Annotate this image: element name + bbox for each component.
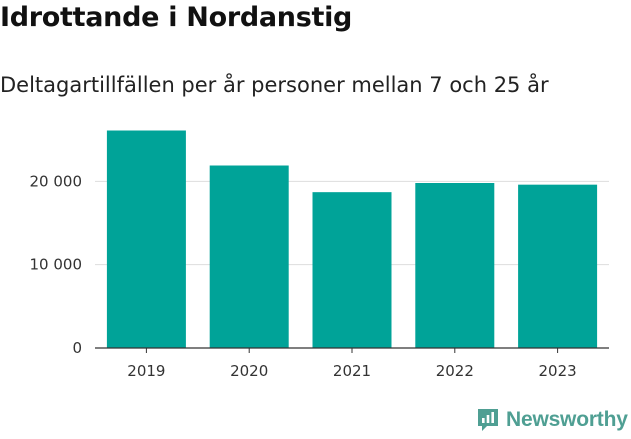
- chart-subtitle: Deltagartillfällen per år personer mella…: [0, 73, 549, 97]
- x-tick-label: 2023: [539, 362, 577, 380]
- x-tick-label: 2019: [127, 362, 165, 380]
- x-tick-label: 2021: [333, 362, 371, 380]
- y-tick-label: 20 000: [30, 172, 83, 190]
- bar: [415, 183, 495, 348]
- newsworthy-logo-icon: [478, 409, 498, 431]
- y-tick-label: 10 000: [30, 256, 83, 274]
- y-tick-label: 0: [72, 339, 82, 357]
- x-tick-label: 2020: [230, 362, 268, 380]
- brand-name: Newsworthy: [506, 408, 628, 431]
- newsworthy-brand: Newsworthy: [476, 407, 628, 433]
- chart-title: Idrottande i Nordanstig: [0, 2, 353, 33]
- bar: [106, 130, 186, 348]
- bar: [518, 184, 598, 348]
- bar: [312, 192, 392, 348]
- bar: [209, 165, 289, 348]
- x-tick-label: 2022: [436, 362, 474, 380]
